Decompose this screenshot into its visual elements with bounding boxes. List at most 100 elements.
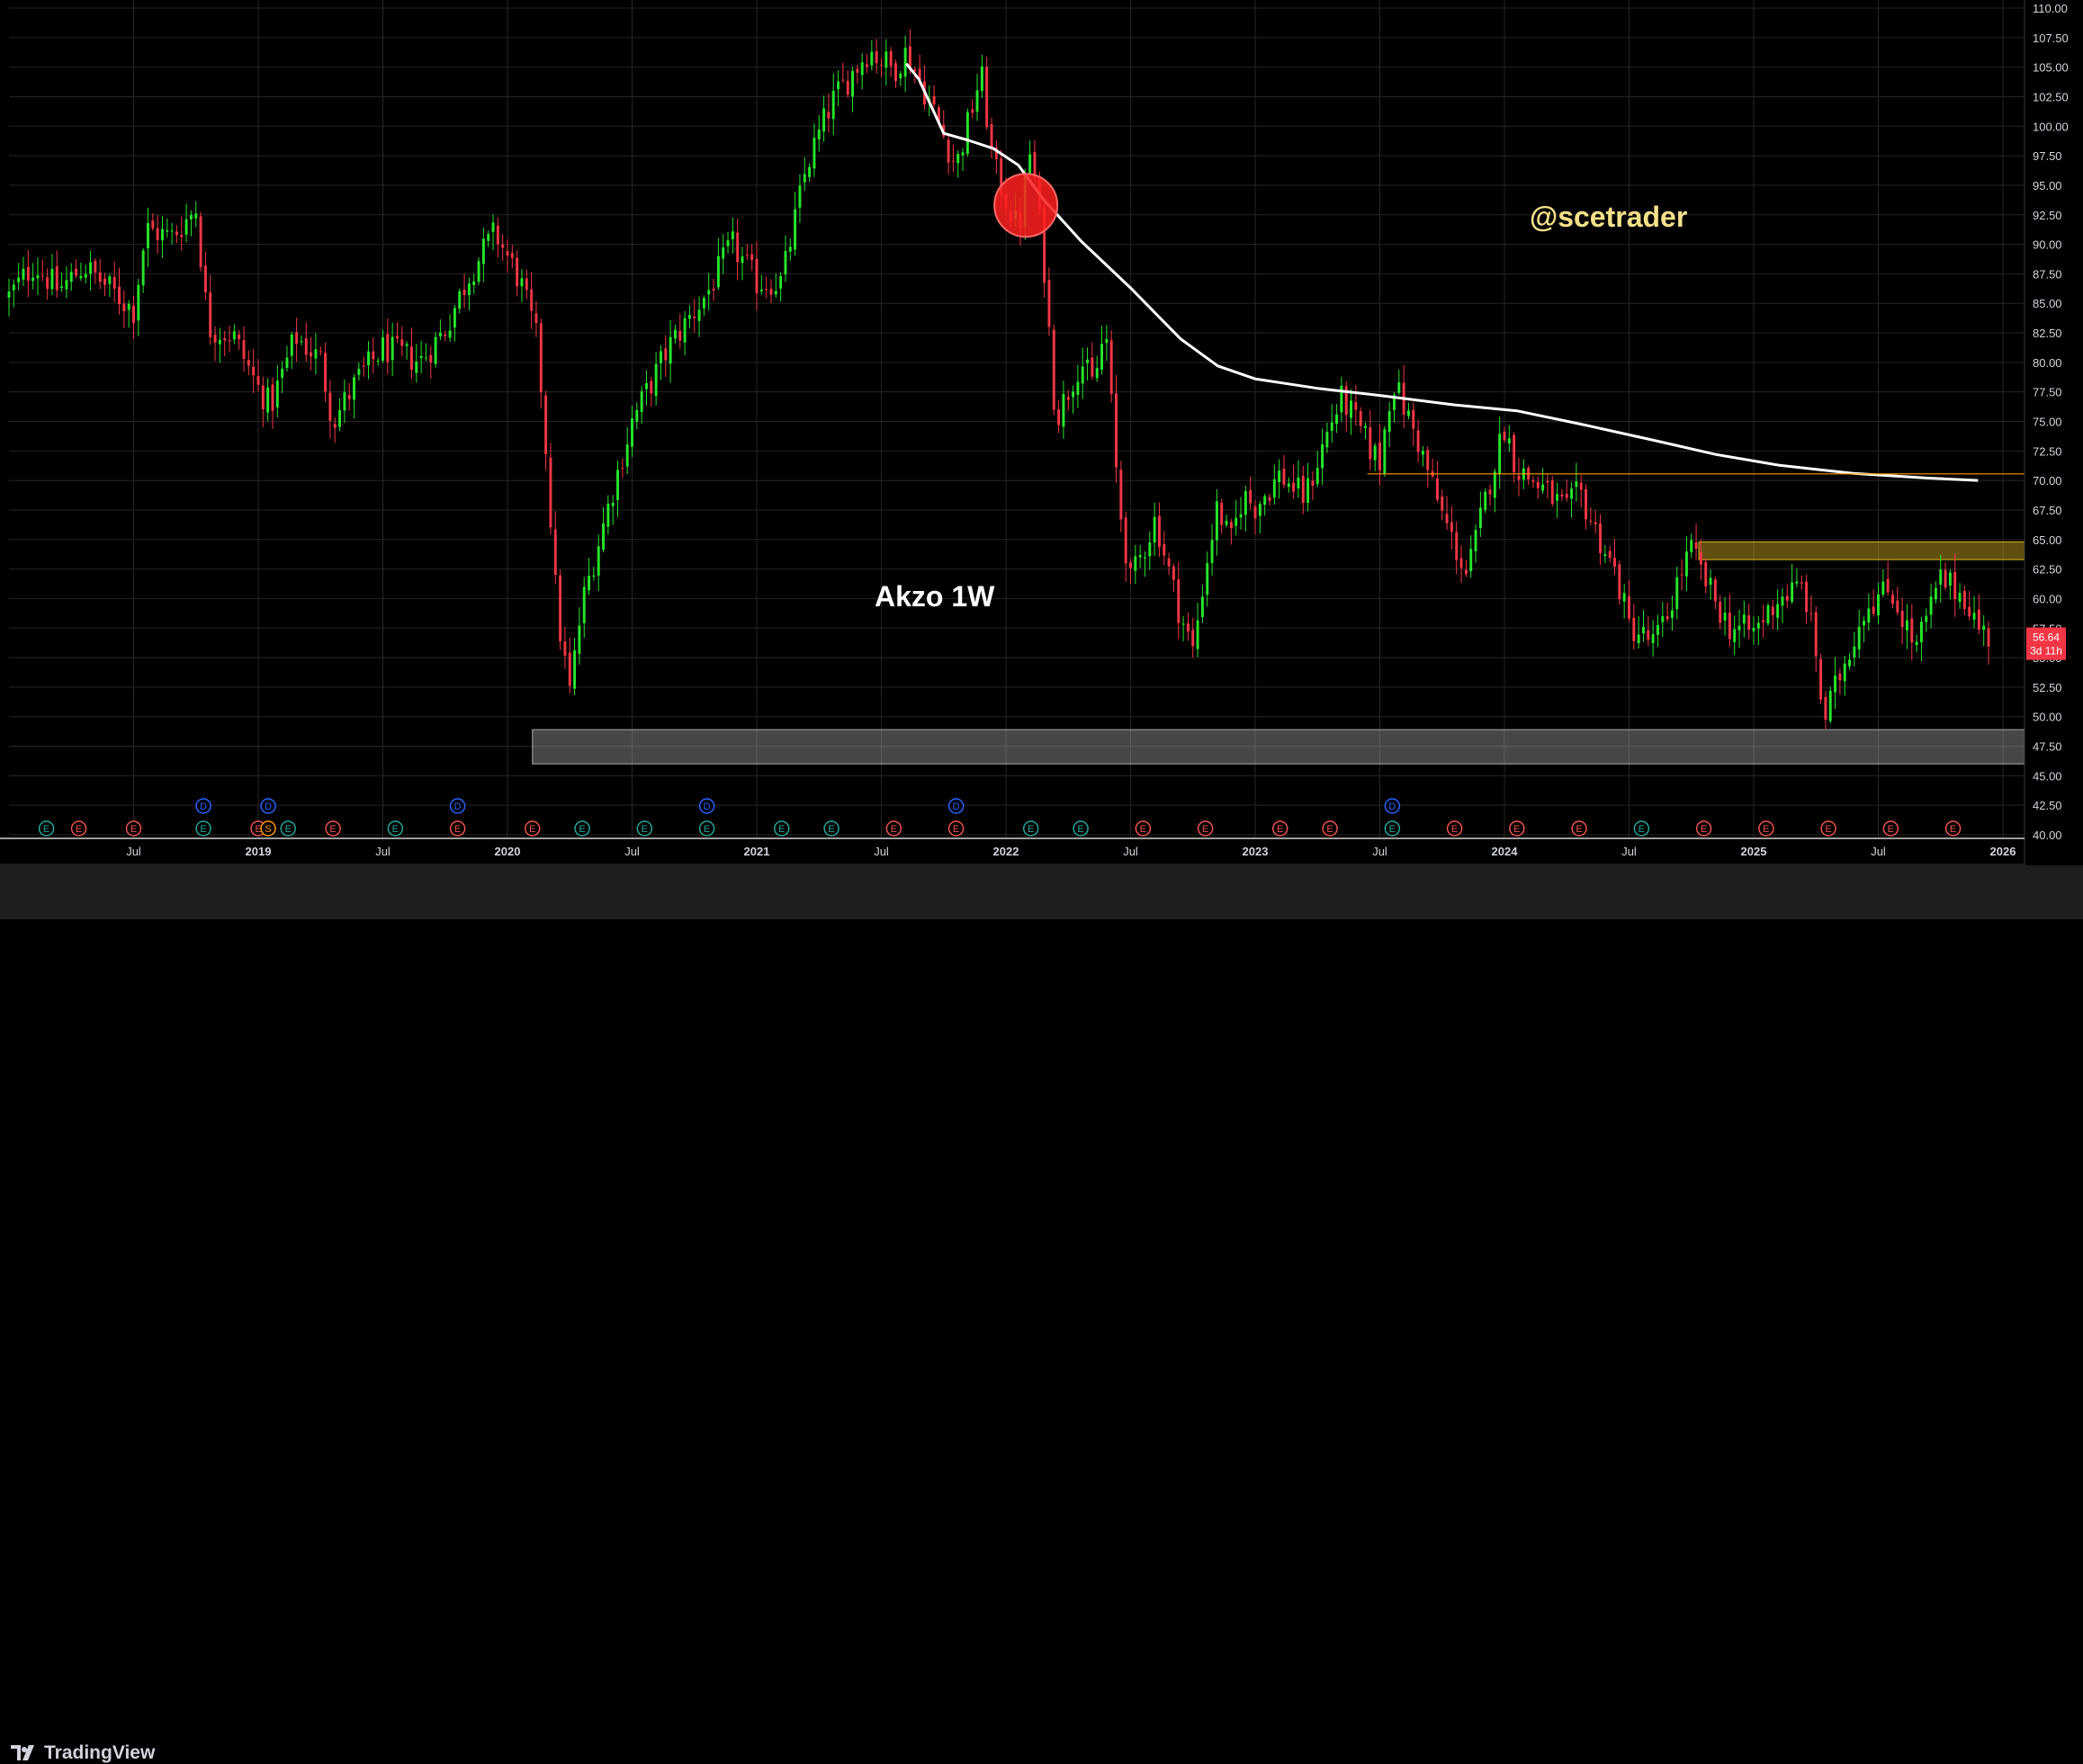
candle-body — [1877, 594, 1880, 616]
event-marker-circle — [698, 798, 715, 814]
earnings-marker[interactable]: E — [1271, 820, 1288, 837]
candle-body — [899, 73, 902, 79]
earnings-marker[interactable]: E — [1073, 820, 1089, 837]
earnings-marker[interactable]: E — [1882, 820, 1899, 837]
y-tick-label: 102.50 — [2033, 90, 2069, 103]
time-axis: Jul 2019 Jul 2020 Jul 2021 Jul 2022 Jul 2023 Jul 20… — [0, 837, 2025, 865]
dividend-marker[interactable]: D — [1384, 798, 1401, 814]
candle-body — [1733, 629, 1737, 642]
earnings-marker[interactable]: E — [1944, 820, 1962, 837]
candle-body — [774, 291, 777, 295]
candle-body — [1119, 470, 1123, 520]
candle-body — [539, 323, 543, 393]
earnings-marker[interactable]: E — [387, 820, 404, 837]
earnings-marker[interactable]: E — [1695, 820, 1712, 837]
candle-body — [1091, 357, 1094, 377]
earnings-marker[interactable]: E — [449, 820, 466, 837]
tradingview-brand: TradingView — [44, 1742, 156, 1763]
earnings-marker[interactable]: E — [773, 820, 790, 837]
candle-body — [1503, 431, 1506, 441]
earnings-marker[interactable]: E — [947, 820, 965, 837]
candle-body — [300, 341, 303, 343]
candle-body — [382, 337, 384, 361]
candle-body — [573, 650, 577, 689]
candle-body — [84, 273, 87, 278]
candle-body — [1680, 574, 1683, 576]
candle-body — [137, 284, 140, 321]
y-tick-label: 77.50 — [2033, 386, 2062, 399]
earnings-marker[interactable]: E — [1322, 820, 1338, 837]
price-chart[interactable]: 70.56 EEEDEEDSEEEDEEEEDEEEEDEEEEEEEDEEEE… — [0, 0, 2083, 865]
earnings-marker[interactable]: E — [1633, 820, 1650, 837]
candle-body — [831, 90, 835, 120]
earnings-marker[interactable]: E — [823, 820, 839, 837]
candle-body — [1800, 582, 1803, 584]
earnings-marker[interactable]: E — [1509, 820, 1525, 837]
earnings-marker[interactable]: E — [70, 820, 87, 837]
x-tick-label: 2019 — [246, 845, 272, 858]
candle-body — [1253, 506, 1257, 519]
chart-area[interactable]: 70.56 EEEDEEDSEEEDEEEEDEEEEDEEEEEEEDEEEE… — [0, 0, 2083, 865]
candle-body — [971, 109, 974, 113]
candle-body — [1426, 450, 1430, 470]
dividend-marker[interactable]: D — [698, 798, 715, 814]
event-marker-label: E — [1888, 824, 1894, 835]
earnings-marker[interactable]: E — [1384, 820, 1401, 837]
event-marker-label: D — [1388, 801, 1396, 812]
earnings-marker[interactable]: E — [1571, 820, 1587, 837]
earnings-marker[interactable]: E — [1820, 820, 1836, 837]
candle-body — [1134, 556, 1137, 571]
earnings-marker[interactable]: E — [636, 820, 653, 837]
earnings-marker[interactable]: E — [280, 820, 296, 837]
candle-body — [1585, 489, 1588, 520]
dividend-marker[interactable]: D — [947, 798, 965, 814]
dividend-marker[interactable]: D — [449, 798, 466, 814]
candle-body — [659, 351, 662, 363]
dividend-marker[interactable]: D — [195, 798, 211, 814]
earnings-marker[interactable]: E — [125, 820, 142, 837]
earnings-marker[interactable]: E — [574, 820, 590, 837]
earnings-marker[interactable]: E — [698, 820, 715, 837]
event-marker-label: E — [76, 824, 82, 835]
earnings-marker[interactable]: E — [1197, 820, 1214, 837]
dividend-marker[interactable]: D — [260, 798, 276, 814]
event-marker-label: E — [1513, 824, 1520, 835]
tradingview-logo[interactable]: TradingView — [11, 1742, 155, 1764]
event-marker-label: E — [1389, 824, 1396, 835]
earnings-marker[interactable]: E — [885, 820, 902, 837]
earnings-marker[interactable]: E — [1758, 820, 1774, 837]
event-marker-circle — [1384, 820, 1401, 837]
event-marker-label: E — [285, 824, 292, 835]
candle-body — [1239, 514, 1243, 518]
earnings-marker[interactable]: E — [195, 820, 211, 837]
candle-body — [1081, 366, 1084, 384]
ma-line — [905, 62, 1979, 482]
event-marker-label: D — [454, 801, 462, 812]
candle-body — [12, 284, 15, 291]
earnings-marker[interactable]: E — [1446, 820, 1463, 837]
candle-body — [1066, 397, 1070, 400]
candle-body — [434, 336, 437, 364]
candle-body — [693, 317, 696, 318]
candle-body — [271, 384, 274, 411]
candle-body — [611, 502, 615, 506]
earnings-marker[interactable]: E — [1022, 820, 1039, 837]
candle-body — [664, 348, 668, 361]
candle-body — [170, 230, 174, 232]
earnings-marker[interactable]: E — [38, 820, 55, 837]
earnings-marker[interactable]: E — [325, 820, 341, 837]
candle-body — [913, 69, 917, 72]
y-tick-label: 65.00 — [2033, 533, 2062, 547]
earnings-marker[interactable]: E — [524, 820, 541, 837]
event-marker-label: E — [1077, 824, 1083, 835]
candle-body — [1215, 501, 1218, 541]
y-tick-label: 100.00 — [2033, 120, 2069, 133]
candle-body — [256, 376, 260, 385]
split-marker[interactable]: S — [260, 820, 276, 837]
candle-body — [1287, 483, 1290, 488]
earnings-marker[interactable]: E — [1135, 820, 1152, 837]
candle-body — [261, 385, 265, 409]
candle-body — [1206, 562, 1209, 595]
candle-body — [1359, 410, 1362, 426]
candle-body — [1618, 564, 1621, 600]
